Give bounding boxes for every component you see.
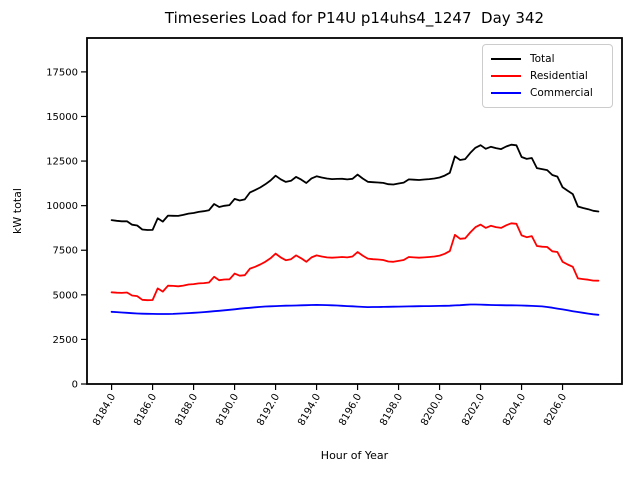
y-axis-label: kW total xyxy=(11,188,24,234)
legend-label-commercial: Commercial xyxy=(530,87,593,100)
x-axis-label: Hour of Year xyxy=(321,449,389,462)
x-tick-label: 8206.0 xyxy=(542,392,569,428)
x-tick-label: 8194.0 xyxy=(296,392,323,428)
chart-title: Timeseries Load for P14U p14uhs4_1247 Da… xyxy=(164,9,545,27)
x-tick-label: 8196.0 xyxy=(337,392,364,428)
x-tick-label: 8186.0 xyxy=(132,392,159,428)
x-tick-label: 8202.0 xyxy=(460,392,487,428)
legend-item-commercial: Commercial xyxy=(491,85,604,102)
x-tick-label: 8198.0 xyxy=(378,392,405,428)
series-line-commercial xyxy=(110,303,600,316)
x-tick-label: 8192.0 xyxy=(255,392,282,428)
y-tick-label: 10000 xyxy=(46,201,78,212)
legend-label-total: Total xyxy=(530,52,555,65)
axes-frame xyxy=(86,37,623,385)
series-line-total xyxy=(110,143,600,231)
x-tick-label: 8188.0 xyxy=(173,392,200,428)
legend: Total Residential Commercial xyxy=(482,44,613,108)
y-tick-label: 5000 xyxy=(53,290,78,301)
legend-label-residential: Residential xyxy=(530,69,588,82)
y-tick-label: 2500 xyxy=(53,335,78,346)
legend-item-total: Total xyxy=(491,50,604,67)
y-tick-label: 15000 xyxy=(46,112,78,123)
x-tick-label: 8190.0 xyxy=(214,392,241,428)
y-tick-label: 7500 xyxy=(53,246,78,257)
x-tick-label: 8204.0 xyxy=(501,392,528,428)
series-line-residential xyxy=(110,222,600,302)
y-tick-label: 0 xyxy=(72,380,78,391)
series-lines xyxy=(110,143,600,316)
y-tick-label: 12500 xyxy=(46,157,78,168)
x-tick-label: 8184.0 xyxy=(91,392,118,428)
axis-ticks: 8184.0 8186.0 8188.0 8190.0 8192.0 8194.0 8196… xyxy=(46,67,569,427)
y-tick-label: 17500 xyxy=(46,67,78,78)
commercial-line-swatch xyxy=(491,92,521,95)
legend-item-residential: Residential xyxy=(491,67,604,84)
total-line-swatch xyxy=(491,57,521,60)
x-tick-label: 8200.0 xyxy=(419,392,446,428)
residential-line-swatch xyxy=(491,74,521,77)
